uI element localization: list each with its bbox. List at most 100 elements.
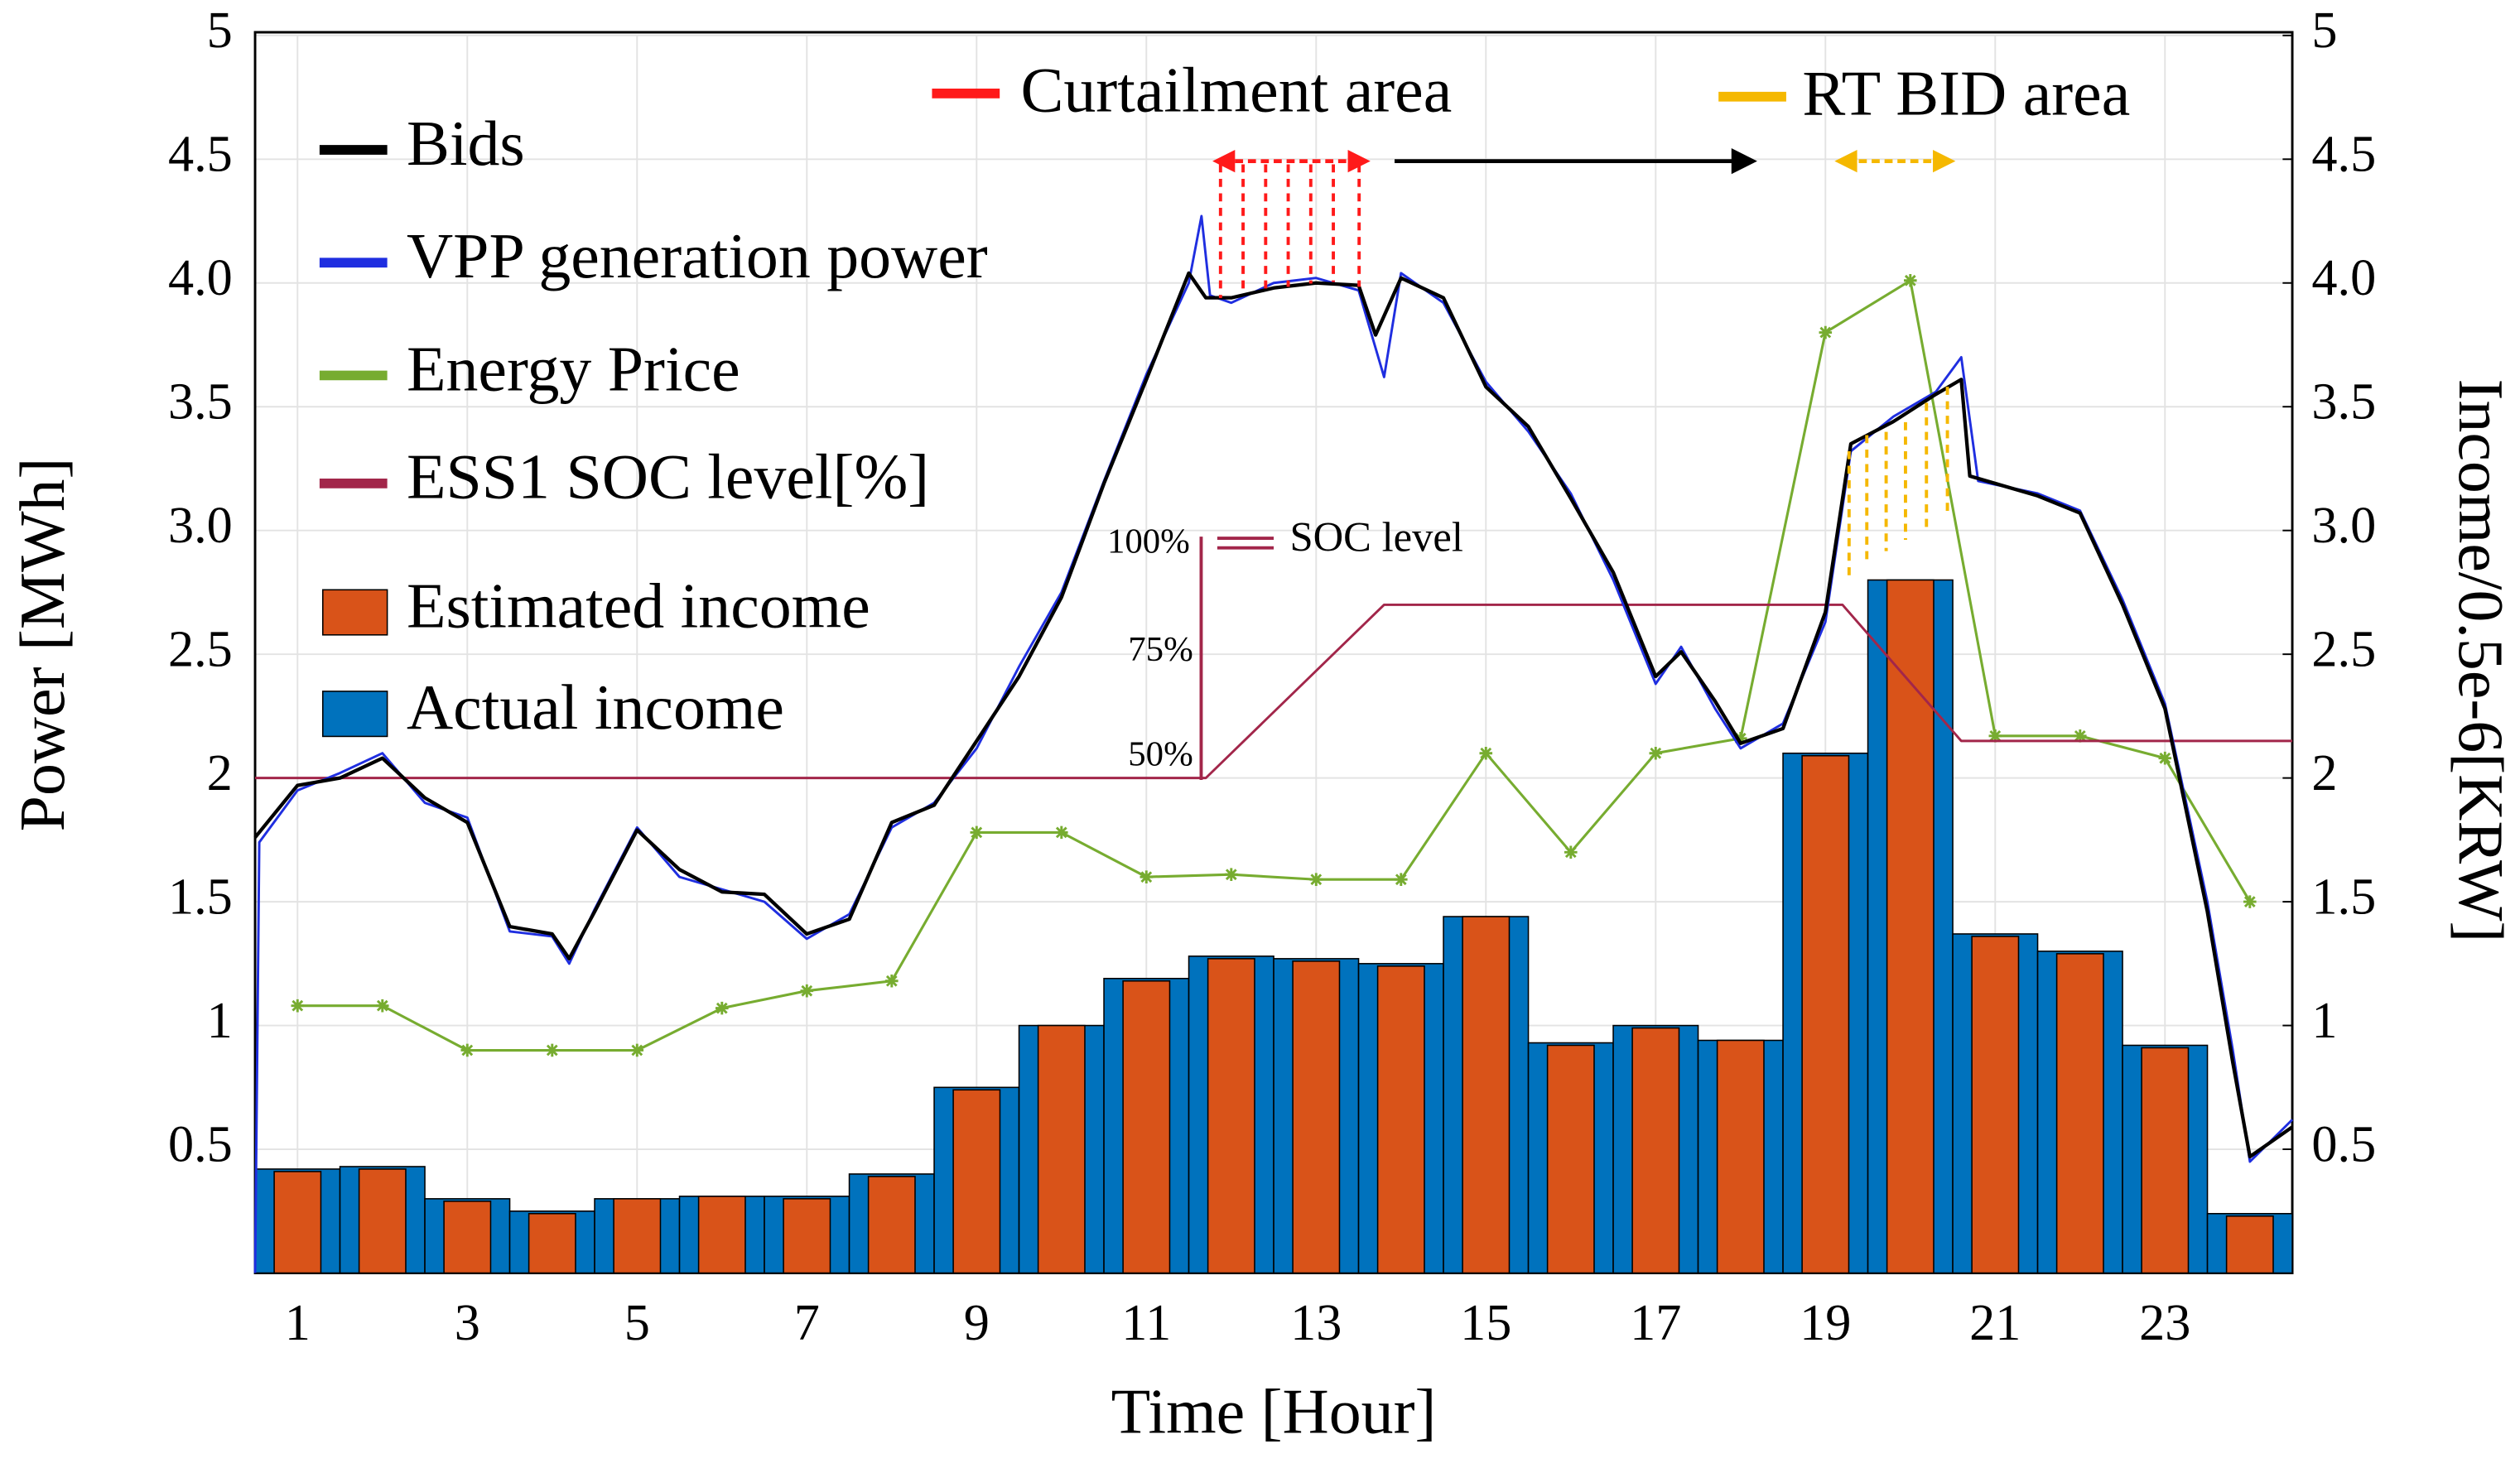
x-tick-label: 5 xyxy=(624,1295,650,1351)
x-tick-label: 3 xyxy=(455,1295,480,1351)
y2-tick-label: 0.5 xyxy=(2311,1116,2376,1172)
marker xyxy=(1395,873,1408,886)
x-tick-label: 7 xyxy=(794,1295,820,1351)
marker xyxy=(1988,729,2002,743)
x-axis-label: Time [Hour] xyxy=(1111,1376,1437,1447)
marker xyxy=(716,1001,729,1015)
legend-label: VPP generation power xyxy=(407,220,988,291)
marker xyxy=(376,999,389,1013)
bar xyxy=(1971,936,2020,1274)
x-tick-label: 1 xyxy=(285,1295,311,1351)
bar xyxy=(1801,754,1850,1274)
x-tick-label: 11 xyxy=(1121,1295,1171,1351)
shift-arrowhead xyxy=(1731,148,1757,175)
x-tick-label: 21 xyxy=(1969,1295,2021,1351)
marker xyxy=(291,999,305,1013)
annotation: Curtailment area xyxy=(1020,55,1452,126)
bar xyxy=(2055,953,2104,1274)
marker xyxy=(1564,845,1578,859)
y2-tick-label: 1.5 xyxy=(2311,869,2376,925)
annotation: 100% xyxy=(1107,522,1190,561)
bar xyxy=(1716,1039,1765,1274)
x-tick-label: 9 xyxy=(964,1295,990,1351)
bar xyxy=(1292,960,1341,1274)
bar xyxy=(1631,1027,1680,1274)
bar xyxy=(2225,1215,2274,1274)
annotation: 50% xyxy=(1128,735,1193,774)
bar xyxy=(2141,1047,2190,1274)
marker xyxy=(630,1043,644,1057)
y-tick-label: 0.5 xyxy=(168,1116,233,1172)
y2-tick-label: 2.5 xyxy=(2311,621,2376,677)
y2-tick-label: 4.0 xyxy=(2311,250,2376,306)
y2-tick-label: 3.0 xyxy=(2311,498,2376,554)
bar xyxy=(783,1198,831,1274)
bar xyxy=(1122,979,1171,1274)
marker xyxy=(2074,729,2087,743)
x-tick-label: 17 xyxy=(1630,1295,1681,1351)
bar xyxy=(952,1089,1001,1274)
line xyxy=(253,271,2294,1159)
y-tick-label: 4.5 xyxy=(168,127,233,183)
y2-tick-label: 2 xyxy=(2311,745,2337,801)
marker xyxy=(1649,746,1663,760)
marker xyxy=(1904,273,1917,287)
bar xyxy=(1546,1044,1595,1274)
lines xyxy=(253,214,2294,1273)
marker xyxy=(460,1043,475,1057)
line xyxy=(297,278,2252,1052)
marker xyxy=(2158,751,2172,765)
y-tick-label: 1 xyxy=(207,993,233,1049)
bar xyxy=(528,1212,576,1274)
y-tick-label: 3.0 xyxy=(168,498,233,554)
bar xyxy=(1886,579,1935,1274)
labels: Time [Hour] Power [MWh] Income/0.5e-6[KR… xyxy=(7,2,2517,1446)
y-tick-label: 4.0 xyxy=(168,250,233,306)
marker xyxy=(1225,868,1238,882)
decorations xyxy=(255,31,2293,780)
marker xyxy=(800,984,814,998)
annotation: 75% xyxy=(1128,630,1193,669)
bar xyxy=(358,1168,407,1274)
y2-tick-label: 5 xyxy=(2311,2,2337,59)
bar xyxy=(1207,958,1255,1274)
y2-tick-label: 4.5 xyxy=(2311,127,2376,183)
bar xyxy=(1037,1024,1086,1274)
marker xyxy=(1055,825,1068,840)
annotation: RT BID area xyxy=(1802,58,2130,129)
legend-label: Actual income xyxy=(407,671,784,743)
legend-swatch xyxy=(321,589,388,636)
y-axis-label: Power [MWh] xyxy=(7,458,78,832)
bar xyxy=(697,1196,746,1274)
legend-label: Bids xyxy=(407,108,525,179)
marker xyxy=(546,1043,559,1057)
marker xyxy=(2243,895,2257,908)
x-tick-label: 15 xyxy=(1460,1295,1511,1351)
y-tick-label: 1.5 xyxy=(168,869,233,925)
legend-label: ESS1 SOC level[%] xyxy=(407,441,929,513)
legend-label: Energy Price xyxy=(407,333,740,404)
curtailment-marks xyxy=(1218,164,1361,299)
y-tick-label: 2 xyxy=(207,745,233,801)
marker xyxy=(1734,732,1747,745)
legend: Bids VPP generation power Energy Price ESS1… xyxy=(319,108,988,743)
y-tick-label: 3.5 xyxy=(168,374,233,431)
legend-label: Estimated income xyxy=(407,570,870,641)
legend-swatch xyxy=(321,691,388,738)
x-tick-label: 19 xyxy=(1800,1295,1851,1351)
y2-tick-label: 1 xyxy=(2311,993,2337,1049)
bar xyxy=(1462,916,1511,1274)
y2-tick-label: 3.5 xyxy=(2311,374,2376,431)
bar xyxy=(1376,965,1425,1274)
line xyxy=(255,603,2293,780)
bar xyxy=(613,1198,662,1274)
marker xyxy=(970,825,984,840)
y-tick-label: 2.5 xyxy=(168,621,233,677)
marker xyxy=(1309,873,1323,886)
y2-axis-label: Income/0.5e-6[KRW] xyxy=(2445,379,2517,943)
marker xyxy=(885,974,899,988)
x-tick-label: 13 xyxy=(1290,1295,1342,1351)
y-tick-label: 5 xyxy=(207,2,233,59)
x-tick-label: 23 xyxy=(2139,1295,2190,1351)
